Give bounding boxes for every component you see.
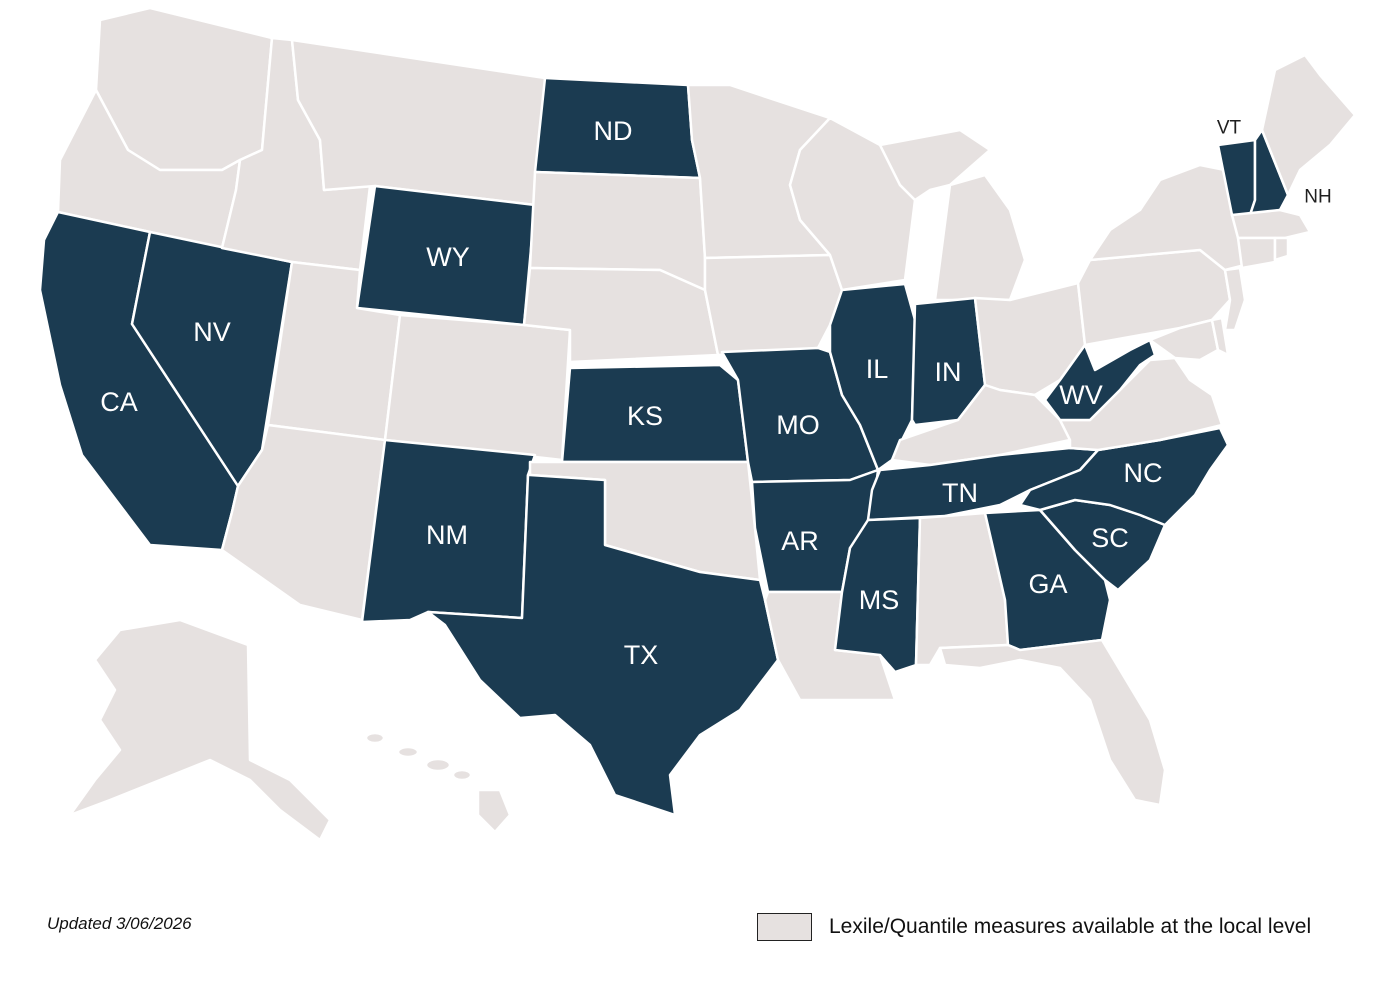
state-ma[interactable]	[1230, 208, 1312, 240]
updated-note: Updated 3/06/2026	[47, 914, 192, 933]
state-hi[interactable]	[364, 731, 512, 834]
state-label-wv: WV	[1059, 380, 1103, 410]
legend: Lexile/Quantile measures available at th…	[757, 913, 1311, 941]
state-label-nh: NH	[1304, 187, 1331, 208]
state-label-ar: AR	[781, 526, 819, 556]
state-label-tn: TN	[942, 478, 978, 508]
state-me[interactable]	[1260, 53, 1357, 197]
state-label-nd: ND	[594, 116, 633, 146]
state-de[interactable]	[1210, 316, 1230, 357]
state-label-vt: VT	[1217, 118, 1242, 139]
state-label-ca: CA	[100, 387, 138, 417]
state-label-sc: SC	[1091, 523, 1129, 553]
state-ak[interactable]	[68, 618, 332, 842]
state-label-nc: NC	[1124, 458, 1163, 488]
state-ct[interactable]	[1236, 236, 1277, 270]
state-ri[interactable]	[1273, 236, 1290, 262]
state-label-ks: KS	[627, 401, 663, 431]
state-label-nv: NV	[193, 317, 231, 347]
state-mt[interactable]	[290, 38, 547, 207]
state-co[interactable]	[383, 313, 572, 462]
state-label-in: IN	[935, 357, 962, 387]
us-map: CA NV WY NM ND KS TX MO AR IL IN TN MS G…	[38, 6, 1357, 842]
state-il[interactable]	[828, 282, 917, 472]
state-label-nm: NM	[426, 520, 468, 550]
state-nc[interactable]	[1018, 426, 1230, 527]
state-tx[interactable]	[426, 473, 780, 817]
state-fl[interactable]	[938, 638, 1167, 807]
legend-label: Lexile/Quantile measures available at th…	[829, 915, 1312, 938]
state-label-ga: GA	[1028, 569, 1067, 599]
state-ne[interactable]	[522, 266, 720, 364]
state-label-il: IL	[866, 354, 889, 384]
state-label-wy: WY	[426, 242, 470, 272]
state-nj[interactable]	[1223, 266, 1247, 332]
state-wv[interactable]	[1043, 338, 1157, 422]
state-label-ms: MS	[859, 585, 900, 615]
state-label-tx: TX	[624, 640, 659, 670]
legend-swatch	[757, 913, 812, 941]
state-wi[interactable]	[788, 116, 917, 292]
state-label-mo: MO	[776, 410, 820, 440]
state-ia[interactable]	[703, 253, 844, 357]
